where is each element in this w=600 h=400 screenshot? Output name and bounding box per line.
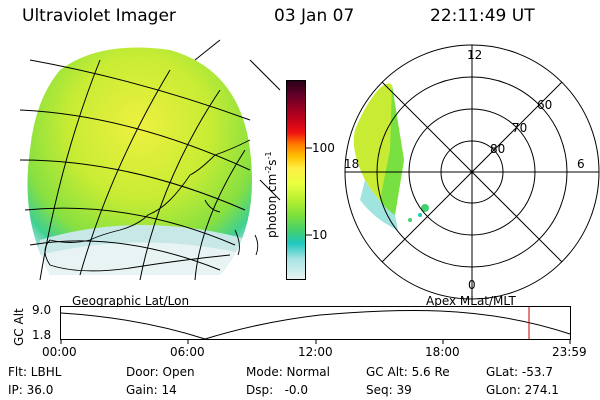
mlt-label-6: 6 [577,157,585,171]
mlat-label-70: 70 [512,121,528,135]
geographic-image [19,39,281,281]
alt-xtick-4: 23:59 [552,345,587,359]
alt-ytick-top: 9.0 [32,303,52,317]
mlt-label-18: 18 [344,157,360,171]
door-status: Door: Open [126,365,195,379]
filter-status: Flt: LBHL [8,365,62,379]
alt-xtick-3: 18:00 [425,345,460,359]
geo-panel-label: Geographic Lat/Lon [72,294,190,308]
lat-lon-grid [19,39,281,281]
alt-plot-ylabel: GC Alt [12,308,26,346]
coastline [44,139,259,272]
gc-alt-status: GC Alt: 5.6 Re [366,365,450,379]
alt-xtick-2: 12:00 [298,345,333,359]
glon-status: GLon: 274.1 [486,383,559,397]
unit-photon: photon cm [265,173,279,238]
dsp-status: Dsp: -0.0 [246,383,309,397]
apex-panel-label: Apex MLat/MLT [426,294,516,308]
mlat-label-80: 80 [490,142,506,156]
alt-xtick-1: 06:00 [170,345,205,359]
mlat-label-60: 60 [537,98,553,112]
date-label: 03 Jan 07 [274,6,355,26]
polar-grid [344,44,600,300]
mlt-label-0: 0 [468,278,476,292]
gain-status: Gain: 14 [126,383,177,397]
altitude-plot [60,306,571,344]
time-label: 22:11:49 UT [430,6,535,26]
unit-exp-s: -1 [264,151,273,160]
colorbar-tick-10: 10 [312,228,328,242]
mlt-label-12: 12 [467,48,483,62]
alt-ytick-bottom: 1.8 [32,328,52,342]
unit-s: s [265,159,279,166]
colorbar-unit-label: photon cm-2s-1 [264,151,279,238]
altitude-curve [60,310,571,340]
colorbar-ticks [306,147,312,236]
colorbar-tick-100: 100 [312,141,335,155]
colorbar [286,80,306,280]
glat-status: GLat: -53.7 [486,365,553,379]
polar-mlt-plot [344,44,600,300]
unit-exp-cm: -2 [264,165,273,174]
ip-status: IP: 36.0 [8,383,54,397]
mode-status: Mode: Normal [246,365,330,379]
instrument-title: Ultraviolet Imager [22,6,176,26]
seq-status: Seq: 39 [366,383,412,397]
alt-xtick-0: 00:00 [42,345,77,359]
